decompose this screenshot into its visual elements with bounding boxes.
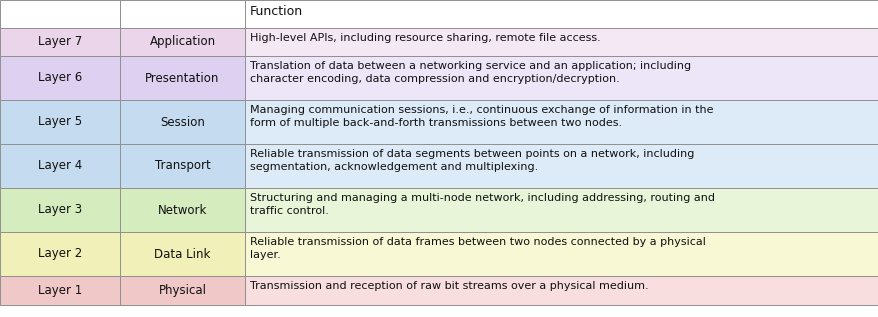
Text: Data Link: Data Link	[155, 248, 211, 261]
Text: High-level APIs, including resource sharing, remote file access.: High-level APIs, including resource shar…	[249, 33, 600, 43]
Text: Layer 3: Layer 3	[38, 204, 82, 217]
Bar	[0, 0, 120, 28]
Text: Layer 5: Layer 5	[38, 115, 82, 128]
Text: Structuring and managing a multi-node network, including addressing, routing and: Structuring and managing a multi-node ne…	[249, 193, 714, 216]
Bar	[0, 100, 120, 144]
Bar	[0, 276, 120, 305]
Bar	[120, 100, 245, 144]
Text: Application: Application	[149, 36, 215, 49]
Bar	[120, 188, 245, 232]
Text: Translation of data between a networking service and an application; including
c: Translation of data between a networking…	[249, 61, 690, 84]
Bar	[245, 188, 878, 232]
Bar	[245, 28, 878, 56]
Bar	[120, 56, 245, 100]
Text: Layer 6: Layer 6	[38, 72, 82, 85]
Bar	[245, 100, 878, 144]
Bar	[0, 28, 120, 56]
Bar	[245, 0, 878, 28]
Bar	[120, 276, 245, 305]
Text: Session: Session	[160, 115, 205, 128]
Bar	[0, 56, 120, 100]
Bar	[120, 28, 245, 56]
Text: Reliable transmission of data frames between two nodes connected by a physical
l: Reliable transmission of data frames bet…	[249, 237, 705, 260]
Text: Transport: Transport	[155, 159, 210, 172]
Text: Layer 7: Layer 7	[38, 36, 82, 49]
Text: Layer 2: Layer 2	[38, 248, 82, 261]
Text: Function: Function	[249, 5, 303, 18]
Text: Physical: Physical	[158, 284, 206, 297]
Bar	[245, 232, 878, 276]
Text: Reliable transmission of data segments between points on a network, including
se: Reliable transmission of data segments b…	[249, 149, 694, 172]
Text: Network: Network	[158, 204, 207, 217]
Bar	[0, 188, 120, 232]
Bar	[0, 144, 120, 188]
Bar	[245, 144, 878, 188]
Bar	[245, 276, 878, 305]
Bar	[120, 0, 245, 28]
Bar	[120, 144, 245, 188]
Text: Transmission and reception of raw bit streams over a physical medium.: Transmission and reception of raw bit st…	[249, 281, 648, 291]
Text: Presentation: Presentation	[145, 72, 220, 85]
Text: Managing communication sessions, i.e., continuous exchange of information in the: Managing communication sessions, i.e., c…	[249, 105, 713, 128]
Bar	[0, 232, 120, 276]
Text: Layer 1: Layer 1	[38, 284, 82, 297]
Bar	[245, 56, 878, 100]
Bar	[120, 232, 245, 276]
Text: Layer 4: Layer 4	[38, 159, 82, 172]
